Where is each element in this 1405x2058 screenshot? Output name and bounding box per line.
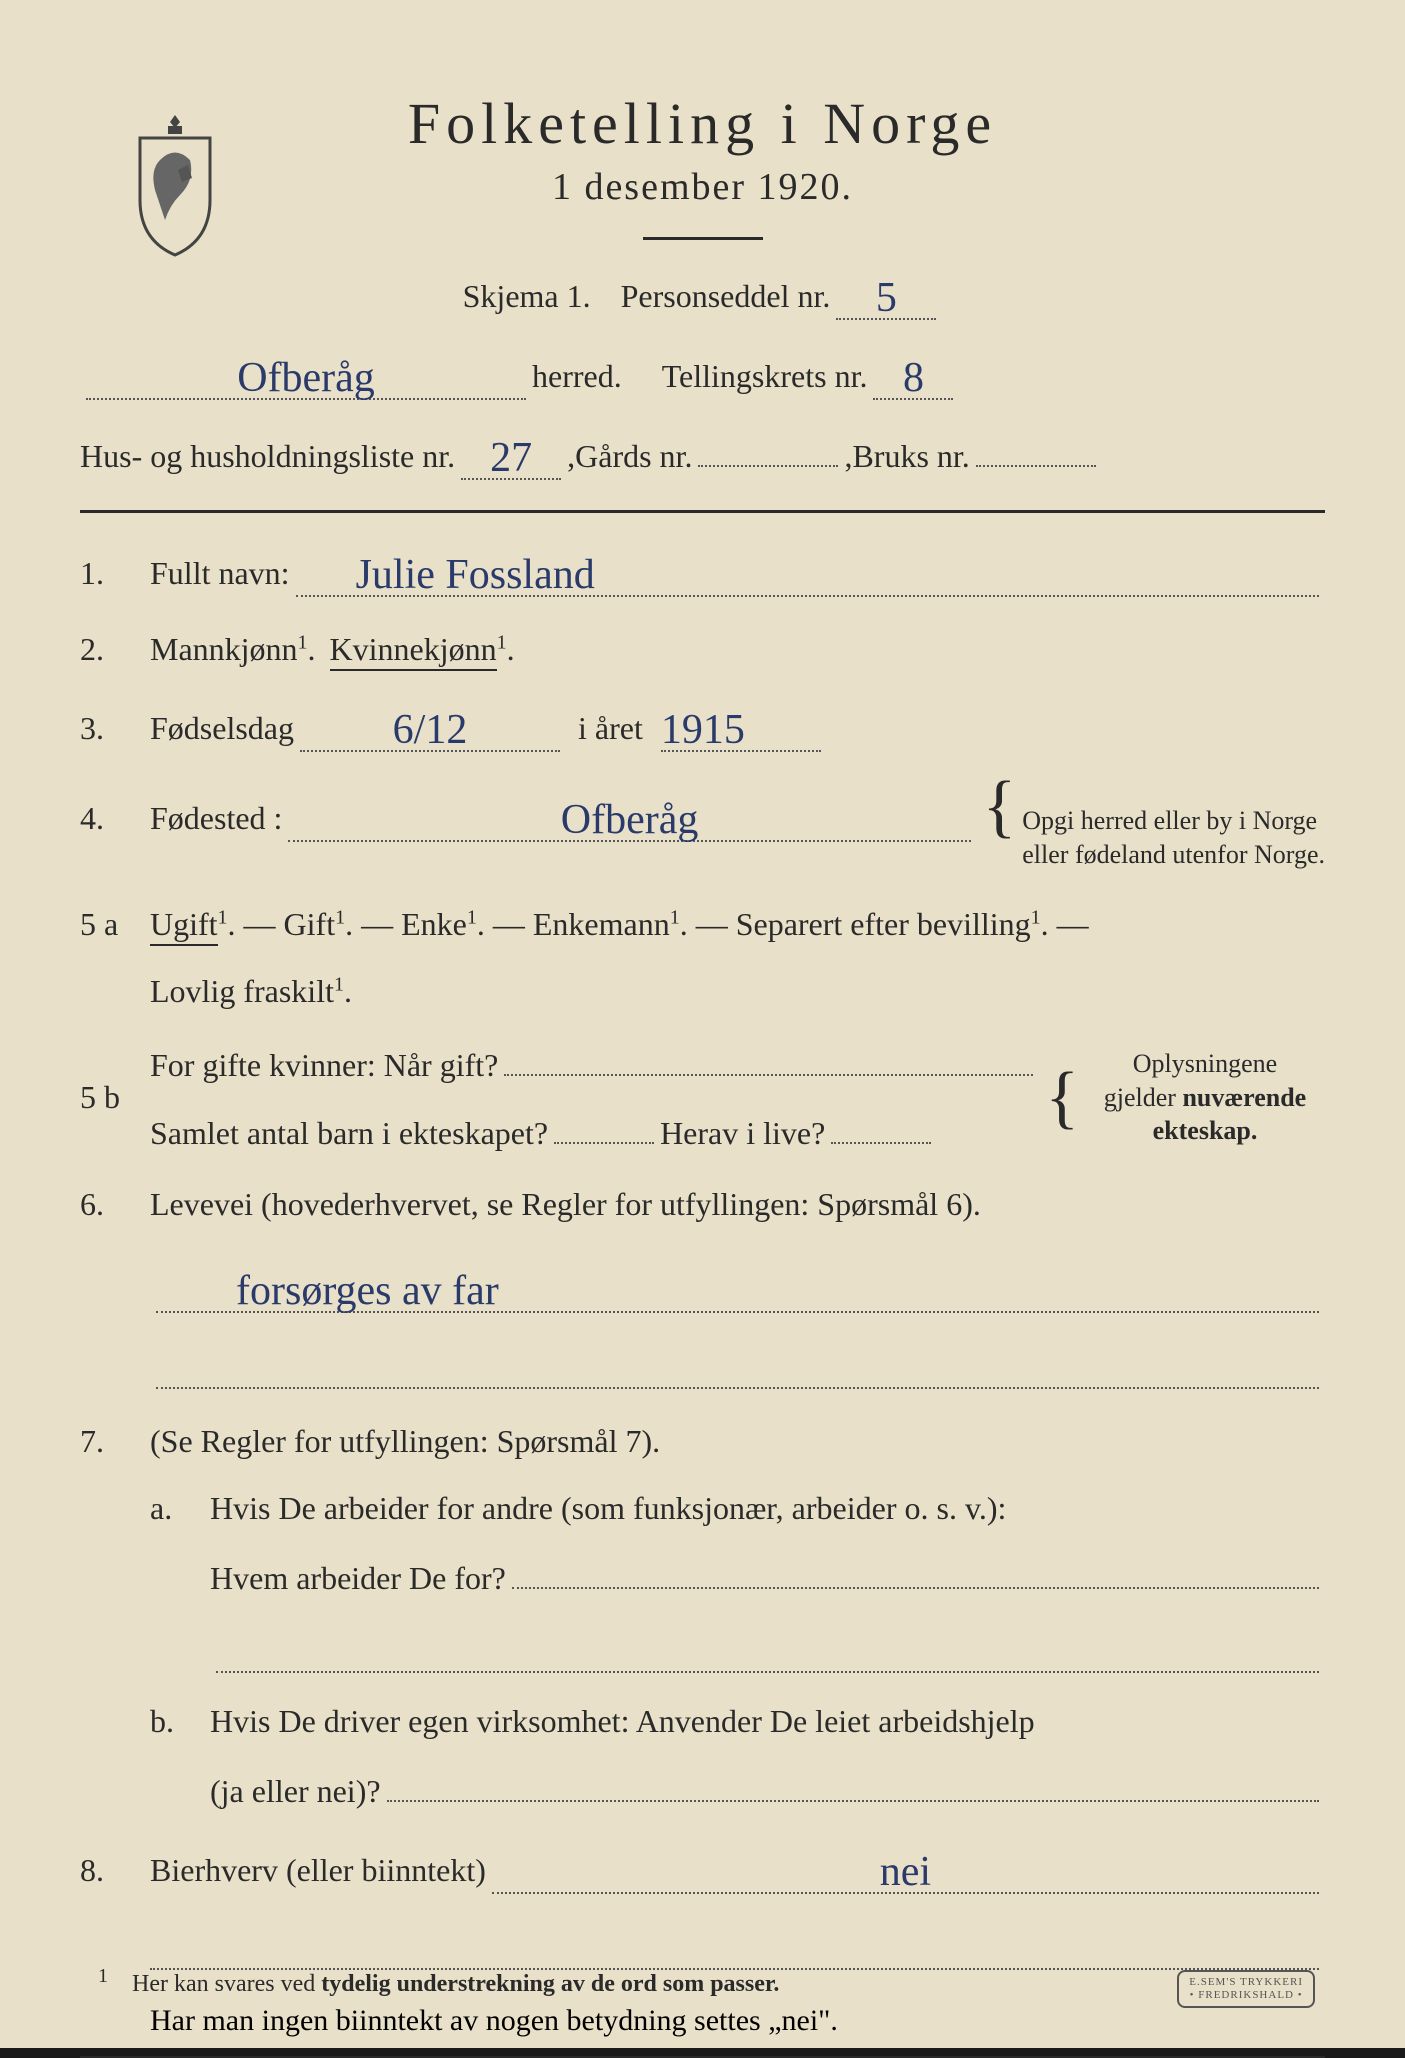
q5a-options: Ugift1. — Gift1. — Enke1. — Enkemann1. —…: [150, 906, 1325, 1010]
q3: 3. Fødselsdag 6/12 i året 1915: [80, 702, 1325, 752]
q7-num: 7.: [80, 1423, 150, 1460]
q1: 1. Fullt navn: Julie Fossland: [80, 547, 1325, 597]
bruks-nr: [976, 465, 1096, 467]
q2-mann: Mannkjønn1.: [150, 631, 316, 667]
q4-label: Fødested :: [150, 800, 282, 837]
q8-value: nei: [492, 1844, 1319, 1894]
q5b-barn-blank: [554, 1112, 654, 1144]
q3-day: 6/12: [300, 702, 560, 752]
personseddel-nr: 5: [836, 270, 936, 320]
husliste-line: Hus- og husholdningsliste nr. 27 , Gårds…: [80, 430, 1325, 480]
q5b-note: Oplysningene gjelder nuværende ekteskap.: [1085, 1047, 1325, 1148]
husliste-nr: 27: [461, 430, 561, 480]
herred-label: herred.: [532, 358, 622, 395]
q5b-label1: For gifte kvinner: Når gift?: [150, 1047, 498, 1084]
tellingskrets-nr: 8: [873, 350, 953, 400]
q4-num: 4.: [80, 800, 150, 837]
brace-icon: {: [1045, 1077, 1079, 1119]
husliste-label: Hus- og husholdningsliste nr.: [80, 438, 455, 475]
q7b-label: b.: [150, 1703, 210, 1740]
q5b-live-blank: [831, 1112, 931, 1144]
divider-2: [80, 2056, 1325, 2058]
q1-num: 1.: [80, 555, 150, 592]
q2-kvinne: Kvinnekjønn1.: [330, 631, 515, 667]
coat-of-arms-icon: [120, 110, 230, 260]
q7b-blank: [387, 1770, 1319, 1802]
q5b-num: 5 b: [80, 1079, 150, 1116]
q6-label: Levevei (hovederhvervet, se Regler for u…: [150, 1186, 1325, 1223]
q3-label: Fødselsdag: [150, 710, 294, 747]
q7b: b. Hvis De driver egen virksomhet: Anven…: [150, 1703, 1325, 1810]
q1-label: Fullt navn:: [150, 555, 290, 592]
skjema-line: Skjema 1. Personseddel nr. 5: [80, 270, 1325, 320]
q8: 8. Bierhverv (eller biinntekt) nei: [80, 1844, 1325, 1894]
q3-num: 3.: [80, 710, 150, 747]
divider-1: [80, 510, 1325, 513]
q5b-label3: Herav i live?: [660, 1115, 825, 1152]
q4-value: Ofberåg: [288, 792, 970, 842]
form-content: Folketelling i Norge 1 desember 1920. Sk…: [80, 90, 1325, 2038]
q7: 7. (Se Regler for utfyllingen: Spørsmål …: [80, 1423, 1325, 1460]
bruks-label: Bruks nr.: [852, 438, 969, 475]
q6: 6. Levevei (hovederhvervet, se Regler fo…: [80, 1186, 1325, 1389]
q7a-text1: Hvis De arbeider for andre (som funksjon…: [210, 1490, 1325, 1527]
q5b: 5 b For gifte kvinner: Når gift? Samlet …: [80, 1044, 1325, 1152]
q6-value: forsørges av far: [156, 1263, 1319, 1313]
tellingskrets-label: Tellingskrets nr.: [662, 358, 868, 395]
q4: 4. Fødested : Ofberåg { Opgi herred elle…: [80, 786, 1325, 872]
personseddel-label: Personseddel nr.: [621, 278, 831, 315]
q5b-label2: Samlet antal barn i ekteskapet?: [150, 1115, 548, 1152]
q5a-num: 5 a: [80, 906, 150, 943]
herred-value: Ofberåg: [86, 350, 526, 400]
q8-label: Bierhverv (eller biinntekt): [150, 1852, 486, 1889]
q6-blank2: [156, 1357, 1319, 1389]
q5a: 5 a Ugift1. — Gift1. — Enke1. — Enkemann…: [80, 906, 1325, 1010]
footnote: 1 Her kan svares ved tydelig understrekn…: [80, 1965, 1325, 1998]
census-form-page: Folketelling i Norge 1 desember 1920. Sk…: [0, 0, 1405, 2048]
q2-num: 2.: [80, 631, 150, 668]
q7a: a. Hvis De arbeider for andre (som funks…: [150, 1490, 1325, 1673]
gards-nr: [698, 465, 838, 467]
q7-label: (Se Regler for utfyllingen: Spørsmål 7).: [150, 1423, 1325, 1460]
q4-note: Opgi herred eller by i Norge eller fødel…: [1022, 804, 1325, 872]
q7a-label: a.: [150, 1490, 210, 1527]
q3-mid: i året: [578, 710, 643, 747]
printer-stamp: E.SEM'S TRYKKERI • FREDRIKSHALD •: [1177, 1970, 1315, 2008]
q7b-text2: (ja eller nei)?: [210, 1773, 381, 1810]
footnote-line: Har man ingen biinntekt av nogen betydni…: [150, 2004, 1325, 2038]
q7b-text1: Hvis De driver egen virksomhet: Anvender…: [210, 1703, 1325, 1740]
q6-num: 6.: [80, 1186, 150, 1223]
herred-line: Ofberåg herred. Tellingskrets nr. 8: [80, 350, 1325, 400]
title-divider: [643, 237, 763, 240]
q7a-text2: Hvem arbeider De for?: [210, 1560, 506, 1597]
q3-year: 1915: [661, 702, 821, 752]
main-title: Folketelling i Norge: [80, 90, 1325, 157]
subtitle: 1 desember 1920.: [80, 165, 1325, 209]
q2: 2. Mannkjønn1. Kvinnekjønn1.: [80, 631, 1325, 668]
q8-num: 8.: [80, 1852, 150, 1889]
q7a-blank: [512, 1557, 1319, 1589]
q7a-blank2: [216, 1641, 1319, 1673]
gards-label: Gårds nr.: [575, 438, 692, 475]
q5b-gift-blank: [504, 1044, 1033, 1076]
q1-value: Julie Fossland: [296, 547, 1319, 597]
brace-icon: {: [983, 786, 1017, 828]
skjema-label: Skjema 1.: [463, 278, 591, 315]
